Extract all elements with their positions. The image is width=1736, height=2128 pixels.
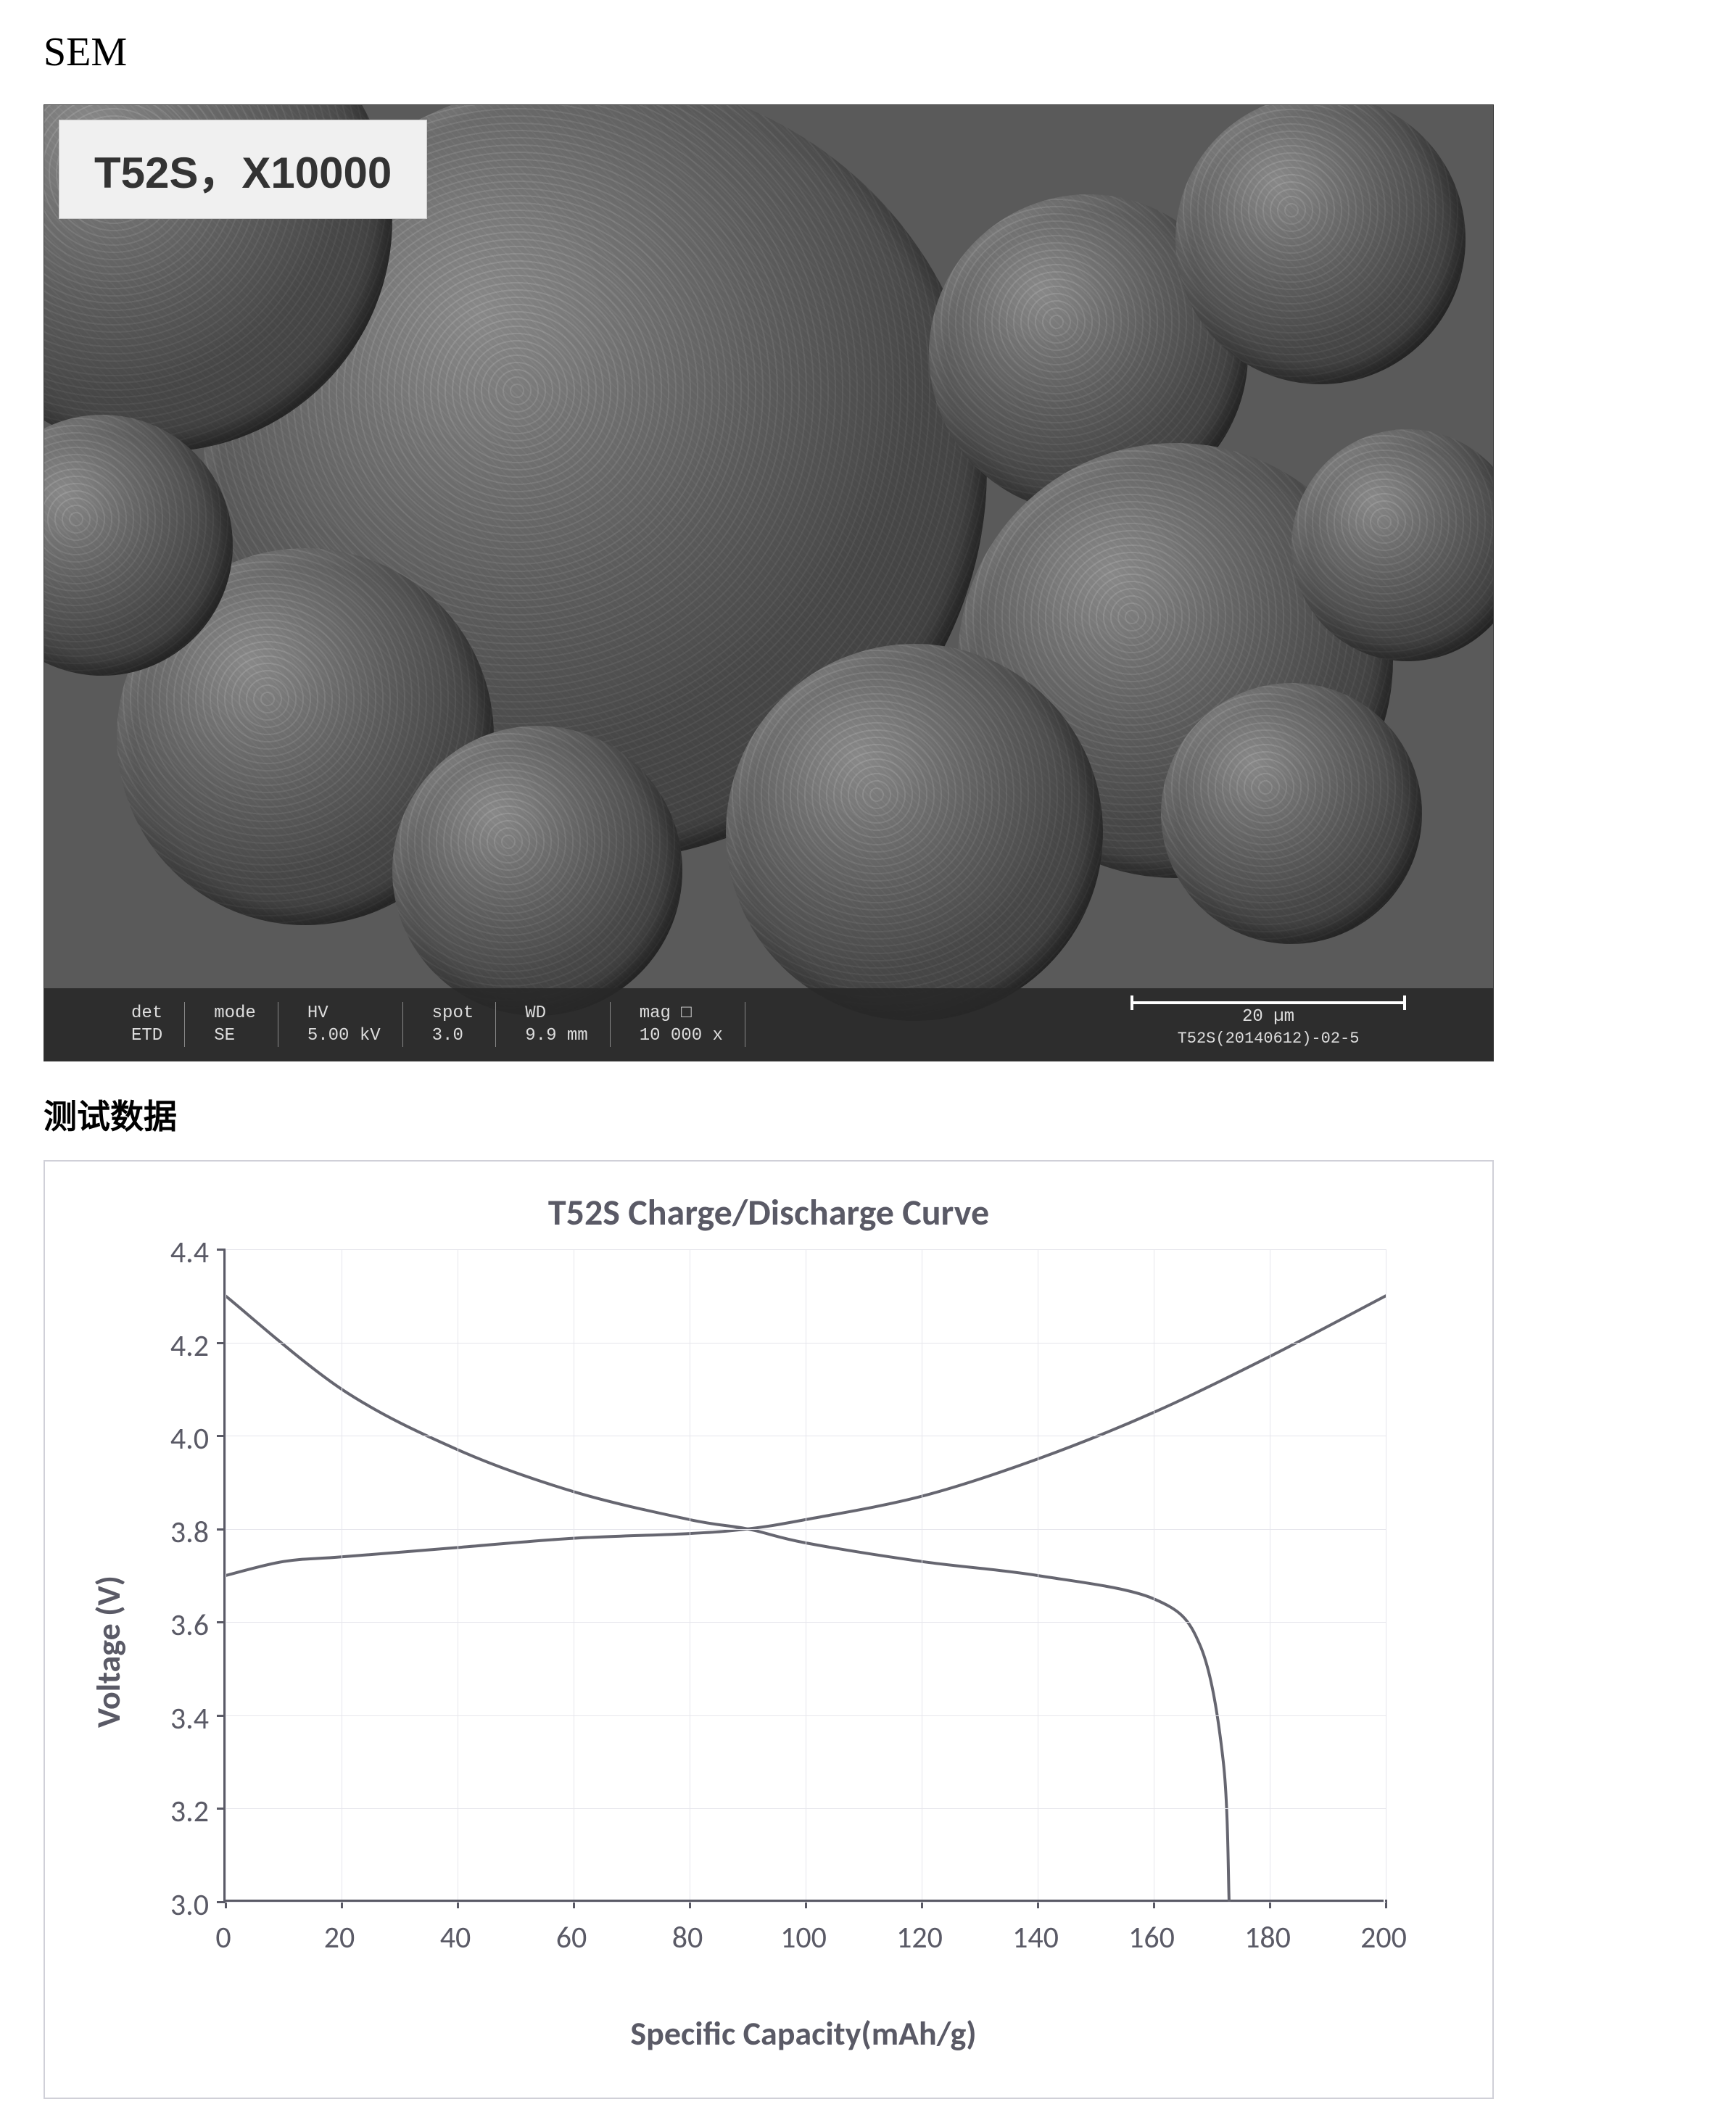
sem-footer-bar: det ETD mode SE HV 5.00 kV spot 3.0 WD 9.9 m… bbox=[44, 988, 1493, 1061]
sem-particle bbox=[726, 644, 1103, 1021]
tickmark-x bbox=[805, 1900, 807, 1908]
tickmark-y bbox=[217, 1435, 226, 1437]
y-tick-label: 3.0 bbox=[170, 1887, 209, 1924]
sem-footer-cell: mode SE bbox=[214, 1002, 278, 1047]
x-tick-label: 200 bbox=[1360, 1919, 1407, 1956]
tickmark-x bbox=[1269, 1900, 1271, 1908]
y-tick-label: 4.4 bbox=[170, 1234, 209, 1271]
sem-label-box: T52S，X10000 bbox=[59, 120, 427, 219]
x-tick-label: 60 bbox=[556, 1919, 587, 1956]
tickmark-y bbox=[217, 1715, 226, 1717]
chart-container: T52S Charge/Discharge Curve Voltage (V) … bbox=[44, 1160, 1494, 2099]
gridline-horizontal bbox=[226, 1715, 1386, 1716]
y-tick-label: 4.2 bbox=[170, 1328, 209, 1365]
x-tick-label: 180 bbox=[1244, 1919, 1291, 1956]
sem-scale-bar bbox=[1131, 1001, 1406, 1004]
tickmark-y bbox=[217, 1808, 226, 1810]
gridline-horizontal bbox=[226, 1622, 1386, 1623]
x-tick-label: 100 bbox=[780, 1919, 827, 1956]
x-tick-label: 160 bbox=[1128, 1919, 1175, 1956]
sem-scale-value: 20 µm bbox=[1242, 1007, 1294, 1027]
sem-scale-bar-group: 20 µm T52S(20140612)-02-5 bbox=[1131, 1001, 1406, 1048]
x-tick-label: 40 bbox=[440, 1919, 471, 1956]
sem-footer-cell: mag □ 10 000 x bbox=[640, 1002, 745, 1047]
chart-plot-area bbox=[223, 1249, 1384, 1902]
gridline-horizontal bbox=[226, 1808, 1386, 1809]
tickmark-x bbox=[1037, 1900, 1039, 1908]
sem-section-title: SEM bbox=[44, 29, 1692, 75]
curve-discharge bbox=[226, 1296, 1229, 1902]
tickmark-x bbox=[1153, 1900, 1155, 1908]
y-axis-label: Voltage (V) bbox=[88, 1576, 129, 1728]
tickmark-x bbox=[341, 1900, 343, 1908]
x-tick-label: 80 bbox=[672, 1919, 703, 1956]
y-tick-label: 3.2 bbox=[170, 1793, 209, 1830]
sem-footer-cell: WD 9.9 mm bbox=[525, 1002, 610, 1047]
x-axis-label: Specific Capacity(mAh/g) bbox=[223, 2013, 1384, 2054]
y-tick-label: 3.8 bbox=[170, 1514, 209, 1551]
tickmark-y bbox=[217, 1528, 226, 1531]
gridline-horizontal bbox=[226, 1529, 1386, 1530]
sem-bottom-caption: T52S(20140612)-02-5 bbox=[1178, 1030, 1360, 1048]
sem-particle bbox=[1175, 104, 1466, 384]
x-axis-ticks: 020406080100120140160180200 bbox=[223, 1919, 1384, 1955]
tickmark-y bbox=[217, 1342, 226, 1344]
y-tick-label: 4.0 bbox=[170, 1420, 209, 1457]
sem-particle bbox=[1161, 683, 1422, 944]
x-tick-label: 120 bbox=[896, 1919, 943, 1956]
sem-footer-cell: det ETD bbox=[131, 1002, 185, 1047]
x-tick-label: 0 bbox=[215, 1919, 231, 1956]
tickmark-x bbox=[689, 1900, 691, 1908]
tickmark-x bbox=[457, 1900, 459, 1908]
tickmark-x bbox=[573, 1900, 575, 1908]
chart-title: T52S Charge/Discharge Curve bbox=[88, 1191, 1449, 1235]
x-tick-label: 20 bbox=[324, 1919, 355, 1956]
sem-footer-cell: HV 5.00 kV bbox=[307, 1002, 403, 1047]
sem-image: T52S，X10000 det ETD mode SE HV 5.00 kV spot… bbox=[44, 104, 1494, 1061]
gridline-horizontal bbox=[226, 1902, 1386, 1903]
sem-footer-cell: spot 3.0 bbox=[432, 1002, 497, 1047]
tickmark-x bbox=[1385, 1900, 1387, 1908]
gridline-horizontal bbox=[226, 1249, 1386, 1250]
tickmark-x bbox=[921, 1900, 923, 1908]
tickmark-y bbox=[217, 1621, 226, 1623]
tickmark-y bbox=[217, 1901, 226, 1903]
y-axis-ticks: 3.03.23.43.63.84.04.24.4 bbox=[144, 1249, 223, 1902]
tickmark-y bbox=[217, 1249, 226, 1251]
x-tick-label: 140 bbox=[1012, 1919, 1059, 1956]
gridline-horizontal bbox=[226, 1343, 1386, 1344]
sem-particle bbox=[392, 726, 682, 1016]
y-tick-label: 3.6 bbox=[170, 1607, 209, 1644]
test-data-title: 测试数据 bbox=[44, 1090, 1692, 1138]
y-tick-label: 3.4 bbox=[170, 1700, 209, 1737]
